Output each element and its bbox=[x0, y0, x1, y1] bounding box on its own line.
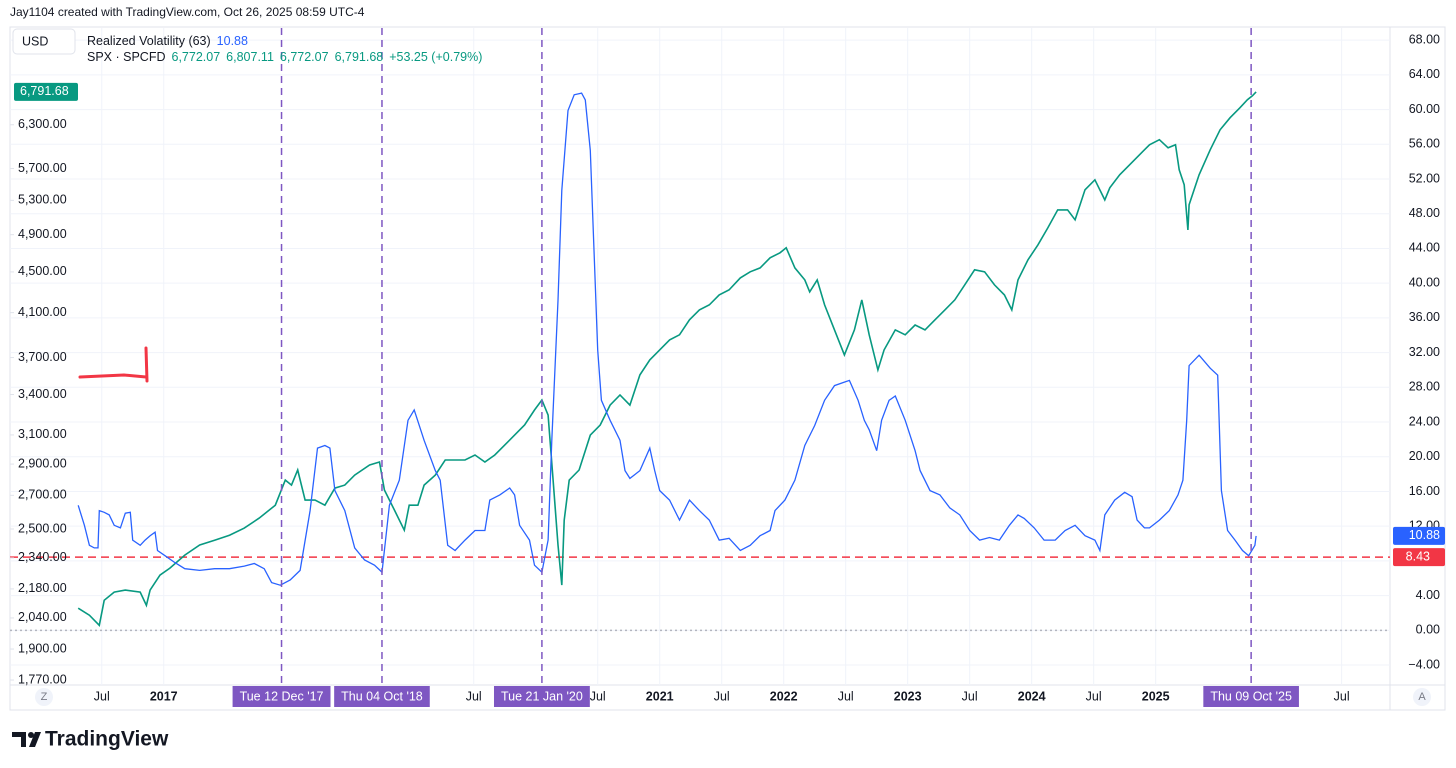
brand-name: TradingView bbox=[45, 728, 169, 751]
x-tick-label: Jul bbox=[1334, 689, 1350, 703]
legend-low: 6,772.07 bbox=[279, 50, 329, 64]
y2-tick-label: −4.00 bbox=[1408, 657, 1440, 671]
x-tick-label: Jul bbox=[590, 689, 606, 703]
legend-change: +53.25 (+0.79%) bbox=[389, 50, 483, 64]
y-tick-label: 1,900.00 bbox=[18, 641, 67, 655]
header: Jay1104 created with TradingView.com, Oc… bbox=[10, 5, 365, 19]
currency-button[interactable] bbox=[12, 28, 76, 55]
scale-button[interactable] bbox=[1413, 688, 1431, 706]
y-tick-label: 3,100.00 bbox=[18, 427, 67, 441]
y2-tick-label: 60.00 bbox=[1409, 102, 1440, 116]
date-marker-box bbox=[1203, 686, 1299, 707]
y-tick-label: 2,900.00 bbox=[18, 456, 67, 470]
y2-tick-label: 4.00 bbox=[1416, 588, 1440, 602]
price-tag bbox=[1393, 548, 1445, 567]
y-tick-label: 3,700.00 bbox=[18, 350, 67, 364]
price-tag-label: 6,791.68 bbox=[20, 84, 69, 98]
y2-tick-label: 24.00 bbox=[1409, 414, 1440, 428]
y-tick-label: 4,900.00 bbox=[18, 227, 67, 241]
x-tick-label: Jul bbox=[838, 689, 854, 703]
date-marker-label: Tue 12 Dec '17 bbox=[240, 689, 324, 703]
x-tick-label: 2024 bbox=[1018, 689, 1046, 703]
y2-tick-label: 56.00 bbox=[1409, 137, 1440, 151]
y-tick-label: 1,770.00 bbox=[18, 672, 67, 686]
y2-tick-label: 40.00 bbox=[1409, 275, 1440, 289]
x-tick-label: 2021 bbox=[646, 689, 674, 703]
x-tick-label: Jul bbox=[94, 689, 110, 703]
y2-tick-label: 32.00 bbox=[1409, 345, 1440, 359]
y2-tick-label: 16.00 bbox=[1409, 484, 1440, 498]
series-line bbox=[77, 91, 1257, 627]
y-tick-label: 2,340.00 bbox=[18, 550, 67, 564]
y2-tick-label: 20.00 bbox=[1409, 449, 1440, 463]
x-tick-label: Jul bbox=[466, 689, 482, 703]
y-tick-label: 5,700.00 bbox=[18, 161, 67, 175]
x-tick-label: 2017 bbox=[150, 689, 178, 703]
y-tick-label: 4,100.00 bbox=[18, 305, 67, 319]
y-tick-label: 2,180.00 bbox=[18, 581, 67, 595]
y-tick-label: 5,300.00 bbox=[18, 193, 67, 207]
y2-tick-label: 36.00 bbox=[1409, 310, 1440, 324]
x-tick-label: 2025 bbox=[1142, 689, 1170, 703]
y-tick-label: 6,300.00 bbox=[18, 117, 67, 131]
date-marker-label: Thu 09 Oct '25 bbox=[1210, 689, 1292, 703]
x-tick-label: Jul bbox=[1086, 689, 1102, 703]
y-tick-label: 2,040.00 bbox=[18, 610, 67, 624]
y2-tick-label: 52.00 bbox=[1409, 171, 1440, 185]
y2-tick-label: 28.00 bbox=[1409, 380, 1440, 394]
price-tag bbox=[14, 82, 78, 101]
y2-tick-label: 48.00 bbox=[1409, 206, 1440, 220]
x-tick-label: Jul bbox=[714, 689, 730, 703]
x-tick-label: 2022 bbox=[770, 689, 798, 703]
scale-button-label[interactable]: Z bbox=[41, 691, 48, 703]
scale-button-label[interactable]: A bbox=[1418, 691, 1426, 703]
legend-close: 6,791.68 bbox=[334, 50, 384, 64]
y2-tick-label: 0.00 bbox=[1416, 623, 1440, 637]
chart-frame bbox=[9, 26, 1446, 711]
date-marker-label: Thu 04 Oct '18 bbox=[341, 689, 423, 703]
price-tag-label: 8.43 bbox=[1406, 549, 1430, 563]
y2-tick-label: 44.00 bbox=[1409, 241, 1440, 255]
date-marker-box bbox=[334, 686, 430, 707]
date-marker-box bbox=[493, 686, 590, 707]
date-marker-box bbox=[232, 686, 331, 707]
date-marker-label: Tue 21 Jan '20 bbox=[501, 689, 583, 703]
legend-indicator: Realized Volatility (63) 10.88 bbox=[87, 34, 254, 48]
y-tick-label: 3,400.00 bbox=[18, 387, 67, 401]
y-tick-label: 2,700.00 bbox=[18, 488, 67, 502]
series-line bbox=[77, 92, 1257, 586]
legend-name: Realized Volatility (63) bbox=[87, 34, 211, 48]
legend-value: 10.88 bbox=[216, 34, 248, 48]
x-tick-label: Jul bbox=[962, 689, 978, 703]
brand-logo bbox=[12, 732, 41, 747]
price-tag bbox=[1393, 526, 1445, 545]
currency-label[interactable]: USD bbox=[22, 34, 48, 48]
legend-symbol: SPX · SPCFD 6,772.07 6,807.11 6,772.07 6,791… bbox=[87, 50, 488, 64]
legend-high: 6,807.11 bbox=[226, 50, 274, 64]
y2-tick-label: 68.00 bbox=[1409, 32, 1440, 46]
y2-tick-label: 64.00 bbox=[1409, 67, 1440, 81]
x-tick-label: 2023 bbox=[894, 689, 922, 703]
price-tag-label: 10.88 bbox=[1409, 528, 1440, 542]
legend-name: SPX · SPCFD bbox=[87, 50, 166, 64]
scale-button[interactable] bbox=[35, 688, 53, 706]
legend-open: 6,772.07 bbox=[171, 50, 221, 64]
freehand-drawing bbox=[78, 346, 149, 383]
y-tick-label: 4,500.00 bbox=[18, 264, 67, 278]
y-tick-label: 2,500.00 bbox=[18, 521, 67, 535]
